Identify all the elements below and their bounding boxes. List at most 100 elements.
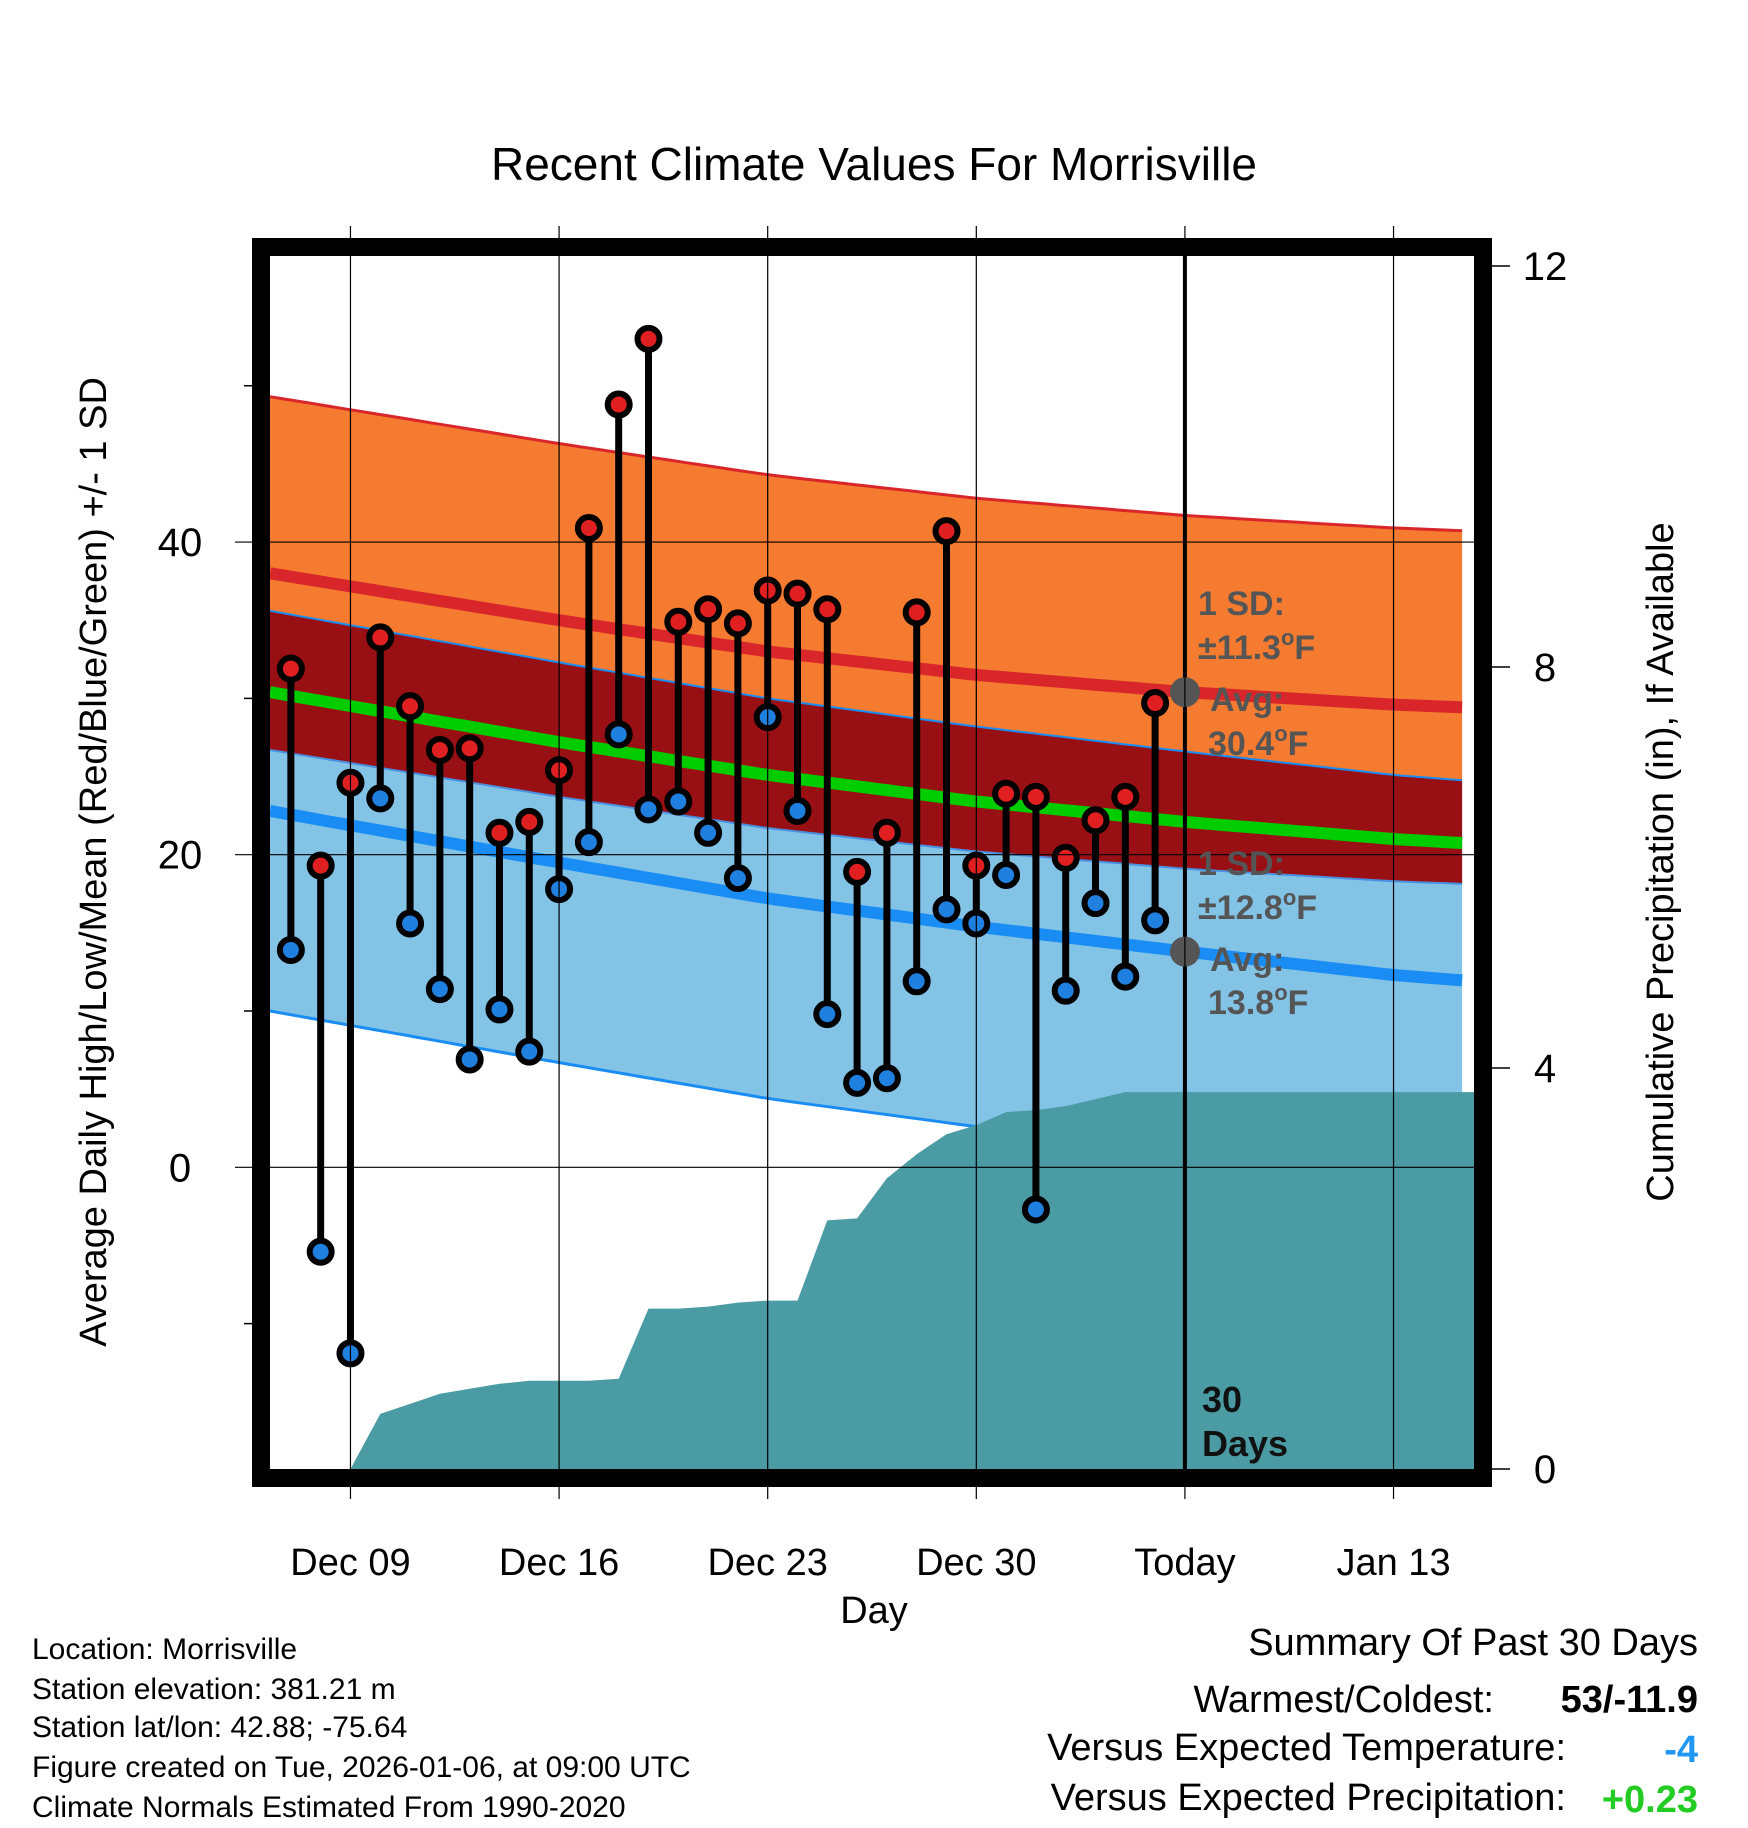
daily-low-point-25 xyxy=(1021,1195,1050,1224)
plot-frame xyxy=(252,238,1492,1487)
precip-anomaly-label: Versus Expected Precipitation: xyxy=(1051,1777,1566,1819)
low-avg-value: 13.8oF xyxy=(1208,980,1308,1022)
daily-low-point-10 xyxy=(574,828,603,857)
y-left-tick-label-2: 40 xyxy=(158,521,203,565)
daily-low-point-29 xyxy=(1141,906,1170,935)
high-sd-label: 1 SD: xyxy=(1198,585,1285,623)
y-left-tick-label-0: 0 xyxy=(169,1146,191,1190)
station-location: Location: Morrisville xyxy=(32,1633,297,1666)
x-tick-label-3: Dec 30 xyxy=(916,1542,1036,1584)
period-annotation: 30 Days xyxy=(1202,1379,1288,1464)
daily-low-point-5 xyxy=(425,975,454,1004)
daily-high-point-10 xyxy=(574,513,603,542)
y-right-tick-label-0: 0 xyxy=(1534,1448,1556,1492)
daily-high-point-5 xyxy=(425,735,454,764)
period-unit: Days xyxy=(1202,1423,1288,1464)
y-axis-label-left: Average Daily High/Low/Mean (Red/Blue/Gr… xyxy=(73,377,115,1347)
daily-low-point-11 xyxy=(604,720,633,749)
plot-area xyxy=(268,256,1474,1469)
daily-high-point-28 xyxy=(1111,782,1140,811)
daily-low-point-15 xyxy=(723,864,752,893)
daily-high-point-26 xyxy=(1051,843,1080,872)
daily-high-point-13 xyxy=(664,607,693,636)
daily-low-point-18 xyxy=(813,1000,842,1029)
daily-high-point-21 xyxy=(902,598,931,627)
normal-high-line xyxy=(269,567,1463,714)
high-avg-value: 30.4oF xyxy=(1208,721,1308,763)
x-tick-label-1: Dec 16 xyxy=(499,1542,619,1584)
daily-low-point-1 xyxy=(306,1237,335,1266)
daily-low-point-13 xyxy=(664,787,693,816)
daily-high-point-18 xyxy=(813,595,842,624)
normals-period: Climate Normals Estimated From 1990-2020 xyxy=(32,1791,626,1824)
daily-low-point-14 xyxy=(694,818,723,847)
daily-low-point-3 xyxy=(366,784,395,813)
daily-high-point-0 xyxy=(276,654,305,683)
x-tick-label-5: Jan 13 xyxy=(1336,1542,1450,1584)
daily-high-point-12 xyxy=(634,324,663,353)
daily-high-point-29 xyxy=(1141,689,1170,718)
daily-high-point-25 xyxy=(1021,782,1050,811)
daily-high-point-6 xyxy=(455,734,484,763)
daily-high-point-14 xyxy=(694,595,723,624)
daily-high-point-8 xyxy=(515,807,544,836)
station-latlon: Station lat/lon: 42.88; -75.64 xyxy=(32,1711,407,1744)
high-normal-annotation: 1 SD: ±11.3oF Avg: 30.4oF xyxy=(1198,585,1315,763)
daily-low-point-26 xyxy=(1051,976,1080,1005)
high-avg-label: Avg: xyxy=(1210,681,1284,719)
daily-low-point-20 xyxy=(872,1064,901,1093)
daily-high-point-7 xyxy=(485,818,514,847)
y-left-tick-label-1: 20 xyxy=(158,834,203,878)
temp-anomaly-value: -4 xyxy=(1664,1729,1698,1771)
daily-low-point-17 xyxy=(783,796,812,825)
daily-high-point-15 xyxy=(723,609,752,638)
x-tick-label-2: Dec 23 xyxy=(707,1542,827,1584)
temp-anomaly-label: Versus Expected Temperature: xyxy=(1047,1727,1566,1769)
daily-high-point-20 xyxy=(872,818,901,847)
axes: Dec 09 Dec 16 Dec 23 Dec 30 Today Jan 1302040… xyxy=(158,226,1568,1584)
daily-low-point-28 xyxy=(1111,962,1140,991)
daily-low-point-8 xyxy=(515,1037,544,1066)
station-elevation: Station elevation: 381.21 m xyxy=(32,1673,396,1706)
high-sd-upper-line xyxy=(269,395,1463,533)
daily-high-point-11 xyxy=(604,390,633,419)
normal-mean-line xyxy=(268,686,1463,849)
station-info: Location: Morrisville Station elevation:… xyxy=(32,1633,691,1824)
daily-low-point-6 xyxy=(455,1045,484,1074)
summary: Summary Of Past 30 Days Warmest/Coldest:… xyxy=(1047,1622,1698,1821)
daily-high-point-19 xyxy=(843,857,872,886)
daily-low-point-27 xyxy=(1081,889,1110,918)
daily-low-point-0 xyxy=(276,936,305,965)
daily-low-point-19 xyxy=(843,1068,872,1097)
period-number: 30 xyxy=(1202,1379,1242,1420)
low-sd-upper-line xyxy=(269,609,1463,782)
warm-cold-value: 53/-11.9 xyxy=(1561,1679,1698,1721)
low-sd-label: 1 SD: xyxy=(1198,845,1285,883)
high-sd-value: ±11.3oF xyxy=(1198,625,1315,667)
x-axis-label: Day xyxy=(840,1590,908,1632)
low-normal-annotation: 1 SD: ±12.8oF Avg: 13.8oF xyxy=(1198,845,1317,1022)
daily-high-point-4 xyxy=(396,692,425,721)
y-axis-label-right: Cumulative Precipitation (in), If Availa… xyxy=(1640,522,1682,1201)
daily-high-point-24 xyxy=(992,779,1021,808)
daily-low-point-12 xyxy=(634,795,663,824)
daily-high-point-22 xyxy=(932,517,961,546)
summary-title: Summary Of Past 30 Days xyxy=(1248,1622,1698,1664)
figure-created: Figure created on Tue, 2026-01-06, at 09… xyxy=(32,1751,691,1784)
y-right-tick-label-2: 8 xyxy=(1534,646,1556,690)
daily-low-point-21 xyxy=(902,967,931,996)
y-right-tick-label-1: 4 xyxy=(1534,1047,1556,1091)
x-tick-label-4: Today xyxy=(1134,1542,1235,1584)
low-sd-value: ±12.8oF xyxy=(1198,885,1317,927)
x-tick-label-0: Dec 09 xyxy=(290,1542,410,1584)
daily-low-point-22 xyxy=(932,895,961,924)
daily-low-point-4 xyxy=(396,909,425,938)
chart-title: Recent Climate Values For Morrisville xyxy=(491,138,1257,190)
daily-low-point-24 xyxy=(992,861,1021,890)
precip-anomaly-value: +0.23 xyxy=(1602,1779,1698,1821)
y-right-tick-label-3: 12 xyxy=(1523,245,1568,289)
daily-high-point-17 xyxy=(783,579,812,608)
daily-high-point-1 xyxy=(306,851,335,880)
warm-cold-label: Warmest/Coldest: xyxy=(1193,1679,1494,1721)
